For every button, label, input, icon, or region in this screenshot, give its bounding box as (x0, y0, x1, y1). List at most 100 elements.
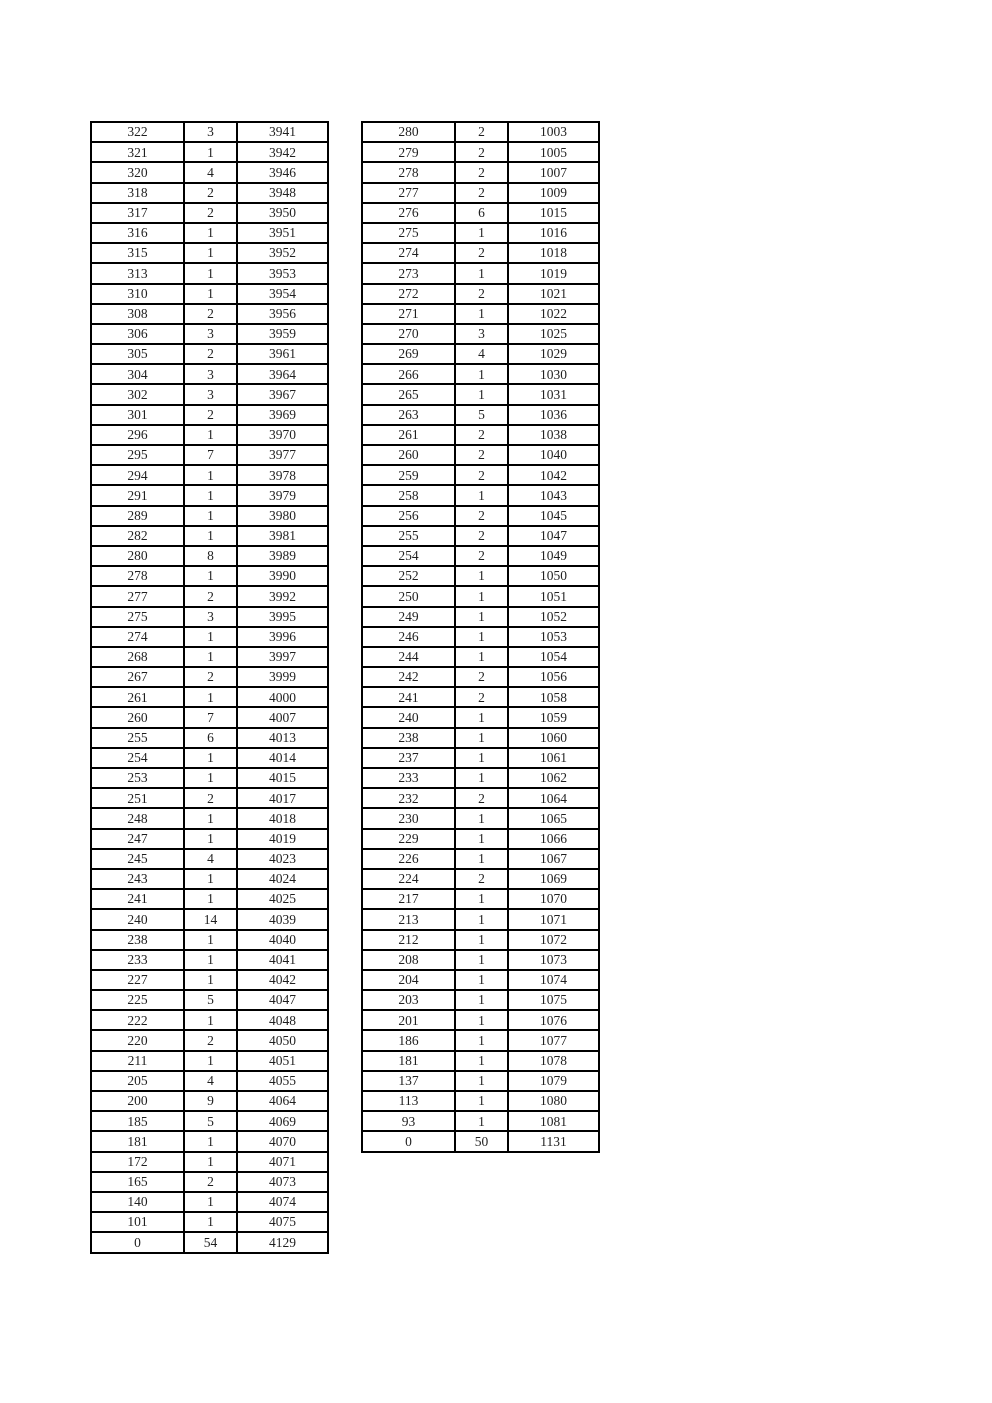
table-cell: 1 (183, 1009, 238, 1032)
table-cell: 1 (454, 221, 509, 245)
table-row: 230 1 1065 (361, 807, 600, 830)
table-cell: 1003 (507, 120, 600, 144)
table-row: 224 2 1069 (361, 867, 600, 891)
table-cell: 1050 (507, 565, 600, 588)
table-cell: 4071 (236, 1150, 329, 1173)
table-cell: 233 (90, 948, 185, 971)
table-row: 278 2 1007 (361, 161, 600, 184)
table-cell: 6 (454, 201, 509, 224)
table-cell: 2 (183, 201, 238, 224)
table-row: 217 1 1070 (361, 888, 600, 911)
table-row: 265 1 1031 (361, 383, 600, 406)
table-cell: 224 (361, 867, 456, 891)
table-row: 308 2 3956 (90, 302, 329, 325)
table-cell: 1 (454, 746, 509, 770)
table-cell: 212 (361, 928, 456, 951)
table-cell: 1043 (507, 484, 600, 507)
table-cell: 203 (361, 989, 456, 1012)
table-cell: 4073 (236, 1170, 329, 1193)
table-cell: 3969 (236, 403, 329, 426)
table-cell: 256 (361, 504, 456, 527)
table-cell: 272 (361, 282, 456, 305)
table-cell: 1 (454, 968, 509, 992)
table-cell: 3979 (236, 484, 329, 507)
table-cell: 2 (183, 585, 238, 608)
table-row: 256 2 1045 (361, 504, 600, 527)
table-row: 252 1 1050 (361, 565, 600, 588)
table-cell: 1 (183, 948, 238, 971)
table-cell: 1 (183, 867, 238, 891)
table-cell: 3956 (236, 302, 329, 325)
table-cell: 205 (90, 1069, 185, 1093)
table-row: 294 1 3978 (90, 464, 329, 487)
table-cell: 267 (90, 666, 185, 689)
table-cell: 1 (183, 504, 238, 527)
table-cell: 1 (454, 484, 509, 507)
table-cell: 240 (90, 908, 185, 931)
table-row: 240 1 1059 (361, 706, 600, 729)
table-cell: 4051 (236, 1049, 329, 1072)
table-cell: 251 (90, 787, 185, 810)
table-cell: 1 (183, 464, 238, 487)
table-cell: 1030 (507, 363, 600, 386)
table-row: 306 3 3959 (90, 322, 329, 346)
table-cell: 317 (90, 201, 185, 224)
table-cell: 2 (454, 544, 509, 568)
table-cell: 1 (454, 302, 509, 325)
table-cell: 321 (90, 141, 185, 164)
table-cell: 3964 (236, 363, 329, 386)
table-cell: 4064 (236, 1089, 329, 1113)
table-cell: 237 (361, 746, 456, 770)
table-cell: 3 (183, 120, 238, 144)
table-cell: 3 (183, 383, 238, 406)
table-row: 268 1 3997 (90, 645, 329, 669)
table-cell: 1040 (507, 443, 600, 467)
table-row: 302 3 3967 (90, 383, 329, 406)
table-row: 165 2 4073 (90, 1170, 329, 1193)
table-cell: 4070 (236, 1130, 329, 1153)
table-cell: 1038 (507, 423, 600, 447)
table-cell: 313 (90, 262, 185, 285)
table-cell: 2 (454, 161, 509, 184)
table-row: 203 1 1075 (361, 989, 600, 1012)
table-cell: 1 (454, 928, 509, 951)
table-row: 269 4 1029 (361, 343, 600, 366)
table-cell: 1 (454, 827, 509, 850)
table-cell: 3990 (236, 565, 329, 588)
table-row: 274 2 1018 (361, 242, 600, 265)
table-row: 251 2 4017 (90, 787, 329, 810)
table-cell: 217 (361, 888, 456, 911)
table-cell: 4050 (236, 1029, 329, 1052)
table-cell: 3 (183, 322, 238, 346)
table-cell: 271 (361, 302, 456, 325)
table-row: 186 1 1077 (361, 1029, 600, 1052)
table-cell: 302 (90, 383, 185, 406)
table-cell: 273 (361, 262, 456, 285)
table-row: 276 6 1015 (361, 201, 600, 224)
table-cell: 294 (90, 464, 185, 487)
table-cell: 1 (454, 363, 509, 386)
table-row: 291 1 3979 (90, 484, 329, 507)
table-cell: 1076 (507, 1009, 600, 1032)
table-cell: 1072 (507, 928, 600, 951)
table-cell: 4048 (236, 1009, 329, 1032)
table-cell: 4042 (236, 968, 329, 992)
table-row: 322 3 3941 (90, 120, 329, 144)
table-row: 310 1 3954 (90, 282, 329, 305)
table-row: 250 1 1051 (361, 585, 600, 608)
table-row: 320 4 3946 (90, 161, 329, 184)
table-row: 200 9 4064 (90, 1089, 329, 1113)
table-cell: 1060 (507, 726, 600, 749)
table-cell: 1 (454, 1110, 509, 1133)
table-row: 233 1 1062 (361, 766, 600, 790)
table-cell: 2 (454, 524, 509, 547)
table-cell: 1 (183, 746, 238, 770)
table-row: 0 50 1131 (361, 1130, 600, 1153)
table-cell: 1 (183, 484, 238, 507)
table-cell: 3959 (236, 322, 329, 346)
table-row: 140 1 4074 (90, 1190, 329, 1214)
table-cell: 254 (90, 746, 185, 770)
table-cell: 3980 (236, 504, 329, 527)
table-row: 254 2 1049 (361, 544, 600, 568)
table-row: 255 6 4013 (90, 726, 329, 749)
